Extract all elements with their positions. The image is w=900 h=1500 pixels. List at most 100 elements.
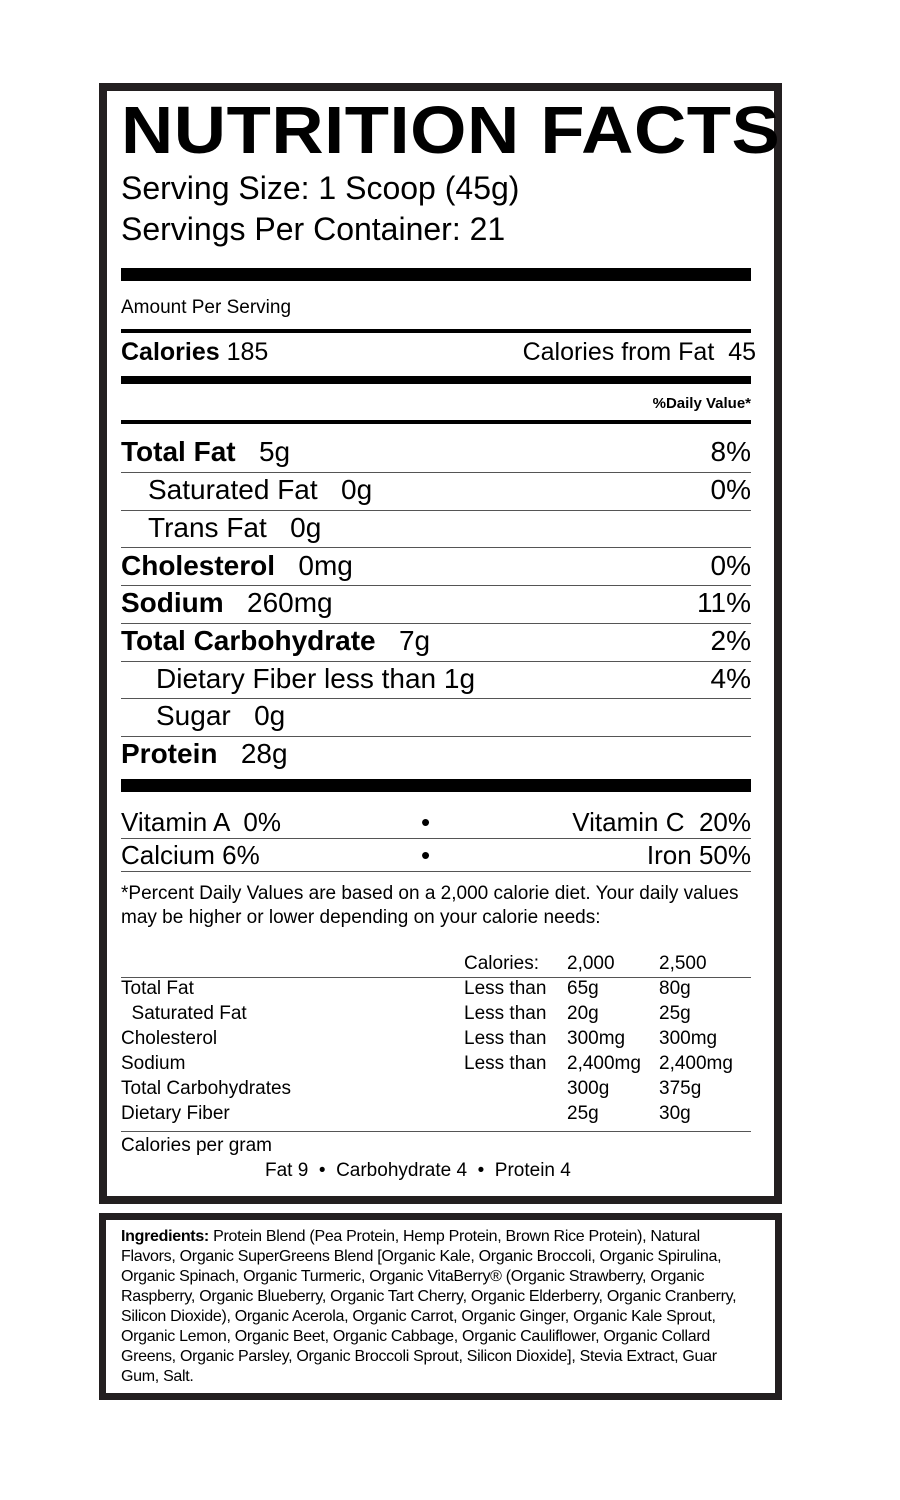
vitamin-c: Vitamin C 20% bbox=[572, 806, 751, 837]
divider-thin bbox=[121, 838, 751, 839]
dv-cell: Total Fat bbox=[121, 978, 194, 999]
dv-cell: 30g bbox=[659, 1103, 691, 1124]
dv-table-row: Cholesterol Less than 300mg 300mg bbox=[121, 1028, 751, 1053]
divider-thin bbox=[121, 623, 751, 624]
nutrient-amount: 0g bbox=[290, 512, 322, 543]
nutrient-amount: 0g bbox=[341, 474, 373, 505]
nutrient-dv: 0% bbox=[710, 474, 751, 505]
dv-cell: 80g bbox=[659, 978, 691, 999]
dv-cell: Less than bbox=[464, 1003, 547, 1024]
footnote: *Percent Daily Values are based on a 2,0… bbox=[121, 883, 739, 928]
dv-cell: Less than bbox=[464, 1028, 547, 1049]
daily-value-header: %Daily Value* bbox=[652, 395, 751, 412]
divider-thin bbox=[121, 1131, 751, 1132]
amount-per-serving: Amount Per Serving bbox=[121, 297, 292, 318]
ingredients-text: Ingredients: Protein Blend (Pea Protein,… bbox=[121, 1227, 756, 1387]
dv-table-row: Total Fat Less than 65g 80g bbox=[121, 978, 751, 1003]
dv-cell: Calories: bbox=[464, 953, 539, 974]
nutrient-amount: 0mg bbox=[298, 550, 353, 581]
nutrient-amount: 5g bbox=[258, 436, 291, 467]
calories-label: Calories bbox=[121, 337, 220, 366]
serving-size: Serving Size: 1 Scoop (45g) bbox=[121, 170, 520, 206]
nutrition-facts-panel bbox=[99, 83, 782, 1204]
dv-cell: Less than bbox=[464, 1053, 547, 1074]
dv-cell: 2,500 bbox=[659, 953, 707, 974]
nutrient-row-cholesterol: Cholesterol 0mg 0% bbox=[121, 547, 751, 585]
dv-cell: 300mg bbox=[567, 1028, 626, 1049]
vitamin-a: Vitamin A 0% bbox=[121, 806, 281, 837]
nutrient-dv: 0% bbox=[710, 550, 751, 581]
nutrient-amount: 28g bbox=[240, 738, 288, 769]
vitamin-row: Vitamin A 0% • Vitamin C 20% bbox=[121, 806, 751, 838]
calories-value: 185 bbox=[226, 337, 269, 366]
divider-thin bbox=[121, 977, 751, 978]
dv-cell: Sodium bbox=[121, 1053, 186, 1074]
nutrient-name: Total Carbohydrate bbox=[121, 625, 376, 656]
divider-thin bbox=[121, 472, 751, 473]
calories-per-gram-label: Calories per gram bbox=[121, 1135, 272, 1156]
nutrient-amount: 260mg bbox=[247, 587, 333, 618]
divider-thin bbox=[121, 871, 751, 872]
calories-per-gram-values: Fat 9 • Carbohydrate 4 • Protein 4 bbox=[265, 1160, 571, 1181]
nutrient-name: Trans Fat bbox=[148, 512, 267, 543]
calories-from-fat-value: 45 bbox=[728, 337, 756, 366]
dv-cell: 375g bbox=[659, 1078, 702, 1099]
nutrient-dv: 4% bbox=[710, 663, 751, 694]
nutrient-row-sodium: Sodium 260mg 11% bbox=[121, 584, 751, 622]
dv-table-row: Dietary Fiber 25g 30g bbox=[121, 1103, 751, 1128]
nutrient-row-total-fat: Total Fat 5g 8% bbox=[121, 433, 751, 471]
dv-cell: Dietary Fiber bbox=[121, 1103, 230, 1124]
nutrient-name: Total Fat bbox=[121, 436, 236, 467]
divider-thin bbox=[121, 736, 751, 737]
dv-cell: 2,400mg bbox=[567, 1053, 641, 1074]
bullet: • bbox=[421, 839, 431, 870]
divider-thin bbox=[121, 547, 751, 548]
nutrient-dv: 11% bbox=[697, 587, 751, 618]
nutrient-amount: 7g bbox=[398, 625, 431, 656]
nutrient-row-protein: Protein 28g bbox=[121, 735, 751, 773]
divider-thin bbox=[121, 661, 751, 662]
dv-cell: 2,000 bbox=[567, 953, 615, 974]
iron: Iron 50% bbox=[646, 839, 751, 870]
calcium: Calcium 6% bbox=[121, 839, 260, 870]
nutrient-name: Dietary Fiber less than bbox=[156, 663, 437, 694]
dv-cell: 25g bbox=[567, 1103, 599, 1124]
dv-cell: 20g bbox=[567, 1003, 599, 1024]
nutrient-amount: 1g bbox=[443, 663, 476, 694]
dv-cell: 65g bbox=[567, 978, 599, 999]
nutrient-name: Sodium bbox=[121, 587, 224, 618]
divider-thin bbox=[121, 510, 751, 511]
nutrient-row-total-carbohydrate: Total Carbohydrate 7g 2% bbox=[121, 622, 751, 660]
ingredients-list: Protein Blend (Pea Protein, Hemp Protein… bbox=[121, 1228, 737, 1385]
servings-per-container: Servings Per Container: 21 bbox=[121, 211, 506, 247]
nutrient-name: Sugar bbox=[156, 700, 231, 731]
dv-cell: Saturated Fat bbox=[121, 1003, 247, 1024]
nutrient-row-dietary-fiber: Dietary Fiber less than 1g 4% bbox=[121, 660, 751, 698]
page-title: NUTRITION FACTS bbox=[121, 93, 781, 168]
ingredients-panel bbox=[99, 1213, 782, 1400]
calories-row: Calories 185 Calories from Fat 45 bbox=[121, 333, 756, 371]
dv-table-header: Calories: 2,000 2,500 bbox=[121, 953, 751, 978]
divider-thick bbox=[121, 268, 751, 281]
nutrient-dv: 2% bbox=[710, 625, 751, 656]
nutrient-row-trans-fat: Trans Fat 0g bbox=[121, 509, 751, 547]
dv-table-row: Total Carbohydrates 300g 375g bbox=[121, 1078, 751, 1103]
nutrient-name: Cholesterol bbox=[121, 550, 276, 581]
divider-thick bbox=[121, 779, 751, 792]
divider bbox=[121, 420, 751, 424]
mineral-row: Calcium 6% • Iron 50% bbox=[121, 839, 751, 871]
dv-cell: Cholesterol bbox=[121, 1028, 218, 1049]
dv-cell: 2,400mg bbox=[659, 1053, 733, 1074]
dv-cell: Less than bbox=[464, 978, 547, 999]
dv-cell: 300mg bbox=[659, 1028, 718, 1049]
bullet: • bbox=[421, 806, 431, 837]
calories-from-fat-label: Calories from Fat bbox=[522, 337, 715, 366]
divider-thin bbox=[121, 585, 751, 586]
nutrient-name: Saturated Fat bbox=[148, 474, 318, 505]
nutrient-name: Protein bbox=[121, 738, 218, 769]
nutrient-amount: 0g bbox=[254, 700, 286, 731]
dv-table-row: Saturated Fat Less than 20g 25g bbox=[121, 1003, 751, 1028]
ingredients-label: Ingredients: bbox=[121, 1228, 209, 1245]
divider bbox=[121, 329, 751, 333]
dv-cell: 300g bbox=[567, 1078, 610, 1099]
